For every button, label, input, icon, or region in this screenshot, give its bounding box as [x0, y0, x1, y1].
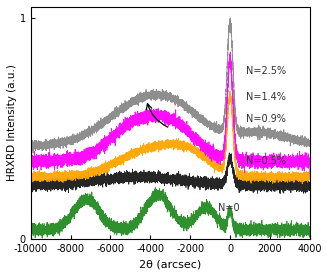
Text: N=2.5%: N=2.5%: [246, 66, 286, 76]
Text: N=0.9%: N=0.9%: [246, 115, 286, 124]
X-axis label: 2θ (arcsec): 2θ (arcsec): [139, 259, 201, 269]
Text: N=1.4%: N=1.4%: [246, 92, 286, 102]
Text: N=0.5%: N=0.5%: [246, 156, 286, 166]
Y-axis label: HRXRD Intensity (a.u.): HRXRD Intensity (a.u.): [7, 64, 17, 181]
Text: N=0: N=0: [218, 203, 240, 213]
